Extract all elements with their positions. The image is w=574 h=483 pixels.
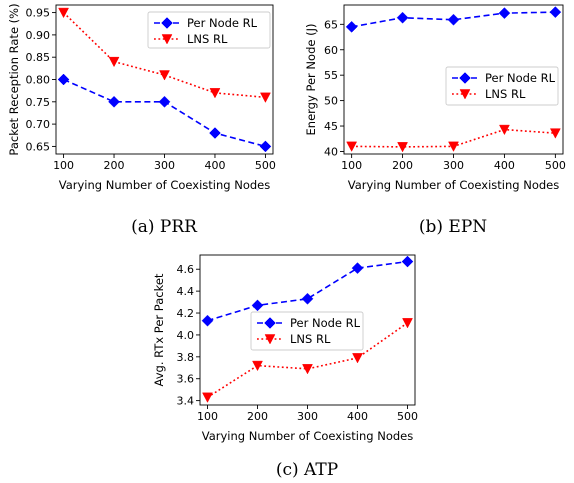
chart-2-legend: Per Node RL LNS RL — [445, 66, 559, 106]
chart-2-y-tick-label: 40 — [324, 145, 338, 158]
chart-1-series-lns-rl-point — [58, 7, 69, 19]
chart-1-series-per-node-rl-point — [209, 127, 221, 139]
chart-2-series-lns-rl-point — [499, 124, 510, 136]
chart-1-legend-marker — [161, 17, 173, 29]
chart-3: 100 200 300 400 500 3.4 3.6 3.8 4.0 4.2 4.4 4.6 Vary… — [152, 254, 418, 480]
chart-3-series-lns-rl-point — [202, 392, 213, 403]
chart-2-y-tick-label: 65 — [324, 18, 338, 31]
chart-2-series-per-node-rl-point — [549, 6, 562, 18]
chart-1-series-lns-rl-point — [260, 92, 271, 103]
chart-3-x-tick-label: 300 — [297, 410, 318, 423]
chart-1-y-tick-label: 0.90 — [26, 29, 51, 42]
chart-1-legend: Per Node RL LNS RL — [147, 11, 271, 49]
chart-3-y-tick-label: 3.8 — [177, 351, 195, 364]
chart-2-series-per-node-rl-point — [345, 21, 358, 33]
chart-1: 100 200 300 400 500 0.65 0.70 0.75 0.80 0.85 0.90 0… — [7, 3, 276, 237]
chart-1-y-tick-label: 0.85 — [26, 51, 51, 64]
chart-1-legend-label: LNS RL — [187, 32, 228, 46]
chart-3-series-lns-rl-line — [207, 322, 408, 399]
chart-3-x-tick-label: 400 — [347, 410, 368, 423]
chart-3-y-tick-label: 4.2 — [177, 307, 195, 320]
chart-2-y-tick-label: 45 — [324, 120, 338, 133]
chart-1-y-axis-label: Packet Reception Rate (%) — [7, 3, 21, 155]
chart-1-series-per-node-rl-point — [108, 95, 120, 108]
chart-2-caption: (b) EPN — [419, 217, 487, 237]
chart-2-series-lns-rl-point — [397, 142, 408, 153]
chart-3-series-per-node-rl-point — [301, 292, 314, 305]
chart-1-x-tick-label: 100 — [53, 159, 74, 172]
chart-3-series-per-node-rl-point — [401, 255, 414, 268]
chart-1-x-tick-label: 300 — [154, 159, 175, 172]
chart-2-x-tick-label: 200 — [392, 159, 413, 172]
chart-1-legend-marker — [161, 34, 173, 45]
chart-1-x-tick-label: 200 — [104, 159, 125, 172]
chart-1-caption: (a) PRR — [131, 217, 198, 237]
chart-1-series-lns-rl-point — [108, 56, 120, 68]
chart-1-legend-label: Per Node RL — [187, 16, 258, 30]
chart-2-y-tick-label: 50 — [324, 95, 338, 108]
chart-3-x-tick-label: 100 — [197, 410, 218, 423]
chart-2-series-per-node-rl-point — [498, 7, 511, 19]
chart-3-legend-label: Per Node RL — [290, 316, 361, 330]
chart-2: 100 200 300 400 500 40 45 50 55 60 65 Varying Numbe… — [304, 4, 566, 237]
chart-3-series-lns-rl-point — [302, 364, 313, 375]
chart-2-series-per-node-rl-line — [351, 11, 556, 28]
chart-2-y-tick-label: 55 — [324, 69, 338, 82]
chart-2-y-axis-label: Energy Per Node (J) — [304, 24, 318, 136]
chart-3-series-per-node-rl-point — [351, 262, 364, 274]
chart-2-series-per-node-rl-point — [447, 13, 460, 26]
chart-2-x-tick-label: 100 — [341, 159, 362, 172]
chart-3-caption: (c) ATP — [276, 460, 338, 480]
chart-2-x-tick-label: 300 — [443, 159, 464, 172]
chart-1-y-tick-label: 0.80 — [26, 74, 51, 87]
chart-2-legend-label: LNS RL — [485, 87, 526, 101]
chart-2-series-per-node-rl-point — [396, 11, 409, 24]
chart-1-y-tick-label: 0.65 — [26, 140, 51, 153]
chart-1-x-tick-label: 500 — [255, 159, 276, 172]
chart-3-y-tick-label: 3.6 — [177, 373, 195, 386]
chart-1-x-tick-label: 400 — [204, 159, 225, 172]
chart-3-legend-label: LNS RL — [290, 332, 331, 346]
chart-1-series-lns-rl-point — [209, 88, 221, 99]
chart-3-series-per-node-rl-point — [251, 299, 264, 312]
chart-1-y-tick-label: 0.75 — [26, 96, 51, 109]
chart-3-y-tick-label: 4.0 — [177, 329, 195, 342]
chart-3-legend-box — [250, 311, 364, 351]
chart-1-series-lns-rl-point — [159, 70, 170, 81]
chart-2-x-tick-label: 500 — [545, 159, 566, 172]
chart-1-legend-box — [147, 11, 271, 49]
chart-3-legend-marker — [264, 334, 276, 345]
chart-1-series-per-node-rl-point — [57, 73, 70, 86]
chart-3-series-per-node-rl-point — [201, 314, 214, 327]
chart-2-legend-box — [445, 66, 559, 106]
chart-3-x-axis-label: Varying Number of Coexisting Nodes — [202, 429, 413, 443]
chart-2-series-lns-rl-point — [346, 141, 358, 152]
chart-2-x-axis-label: Varying Number of Coexisting Nodes — [348, 178, 559, 192]
chart-3-legend-marker — [264, 317, 276, 329]
chart-2-series-lns-rl-point — [448, 141, 459, 152]
chart-1-y-tick-label: 0.95 — [26, 7, 51, 20]
chart-3-x-tick-label: 200 — [247, 410, 268, 423]
chart-2-legend-marker — [459, 89, 471, 100]
chart-3-y-tick-label: 3.4 — [177, 395, 195, 408]
chart-3-y-tick-label: 4.6 — [177, 263, 195, 276]
chart-2-legend-label: Per Node RL — [485, 71, 556, 85]
chart-3-legend: Per Node RL LNS RL — [250, 311, 364, 351]
chart-2-series-lns-rl-point — [549, 128, 561, 139]
chart-1-series-per-node-rl-point — [158, 95, 171, 108]
chart-2-x-tick-label: 400 — [494, 159, 515, 172]
chart-1-x-axis-label: Varying Number of Coexisting Nodes — [59, 178, 270, 192]
chart-3-x-tick-label: 500 — [397, 410, 418, 423]
chart-1-series-per-node-rl-point — [259, 140, 272, 153]
chart-2-legend-marker — [459, 72, 471, 84]
chart-3-y-tick-label: 4.4 — [177, 285, 195, 298]
chart-1-series-per-node-rl-line — [63, 78, 266, 148]
chart-2-y-tick-label: 60 — [324, 44, 338, 57]
chart-3-series-lns-rl-point — [352, 353, 363, 364]
chart-3-y-axis-label: Avg. RTx Per Packet — [152, 273, 166, 386]
chart-1-y-tick-label: 0.70 — [26, 118, 51, 131]
chart-3-series-lns-rl-point — [252, 360, 263, 372]
chart-3-series-lns-rl-point — [402, 318, 413, 329]
